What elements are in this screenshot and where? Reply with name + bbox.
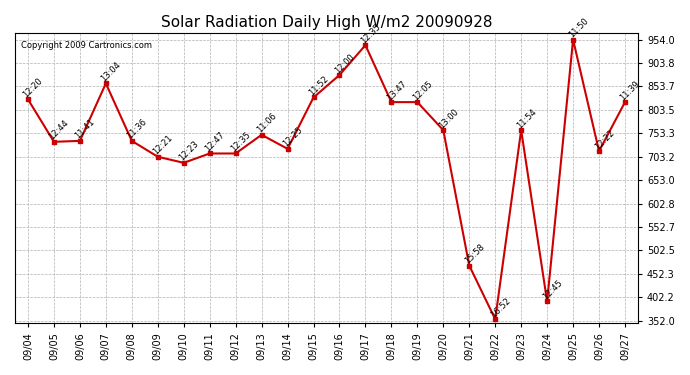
Text: Copyright 2009 Cartronics.com: Copyright 2009 Cartronics.com bbox=[21, 41, 152, 50]
Text: 13:47: 13:47 bbox=[385, 79, 408, 102]
Text: 12:23: 12:23 bbox=[177, 140, 201, 163]
Text: 13:04: 13:04 bbox=[99, 60, 123, 84]
Text: 12:44: 12:44 bbox=[48, 118, 71, 142]
Text: 12:20: 12:20 bbox=[21, 76, 45, 99]
Text: 11:06: 11:06 bbox=[255, 111, 279, 135]
Text: 12:00: 12:00 bbox=[333, 52, 356, 75]
Text: 12:47: 12:47 bbox=[204, 130, 226, 153]
Text: 11:54: 11:54 bbox=[515, 107, 538, 130]
Text: 12:05: 12:05 bbox=[411, 79, 434, 102]
Title: Solar Radiation Daily High W/m2 20090928: Solar Radiation Daily High W/m2 20090928 bbox=[161, 15, 492, 30]
Text: 12:35: 12:35 bbox=[359, 22, 382, 45]
Text: 11:41: 11:41 bbox=[74, 118, 97, 141]
Text: 11:39: 11:39 bbox=[619, 79, 642, 102]
Text: 11:52: 11:52 bbox=[307, 74, 331, 98]
Text: 11:50: 11:50 bbox=[566, 16, 590, 39]
Text: 16:52: 16:52 bbox=[489, 296, 512, 319]
Text: 12:45: 12:45 bbox=[541, 278, 564, 302]
Text: 13:00: 13:00 bbox=[437, 107, 460, 130]
Text: 12:21: 12:21 bbox=[151, 134, 175, 157]
Text: 12:25: 12:25 bbox=[282, 126, 304, 149]
Text: 12:22: 12:22 bbox=[593, 128, 616, 151]
Text: 12:35: 12:35 bbox=[229, 130, 253, 153]
Text: 15:58: 15:58 bbox=[463, 242, 486, 266]
Text: 11:36: 11:36 bbox=[126, 117, 149, 141]
